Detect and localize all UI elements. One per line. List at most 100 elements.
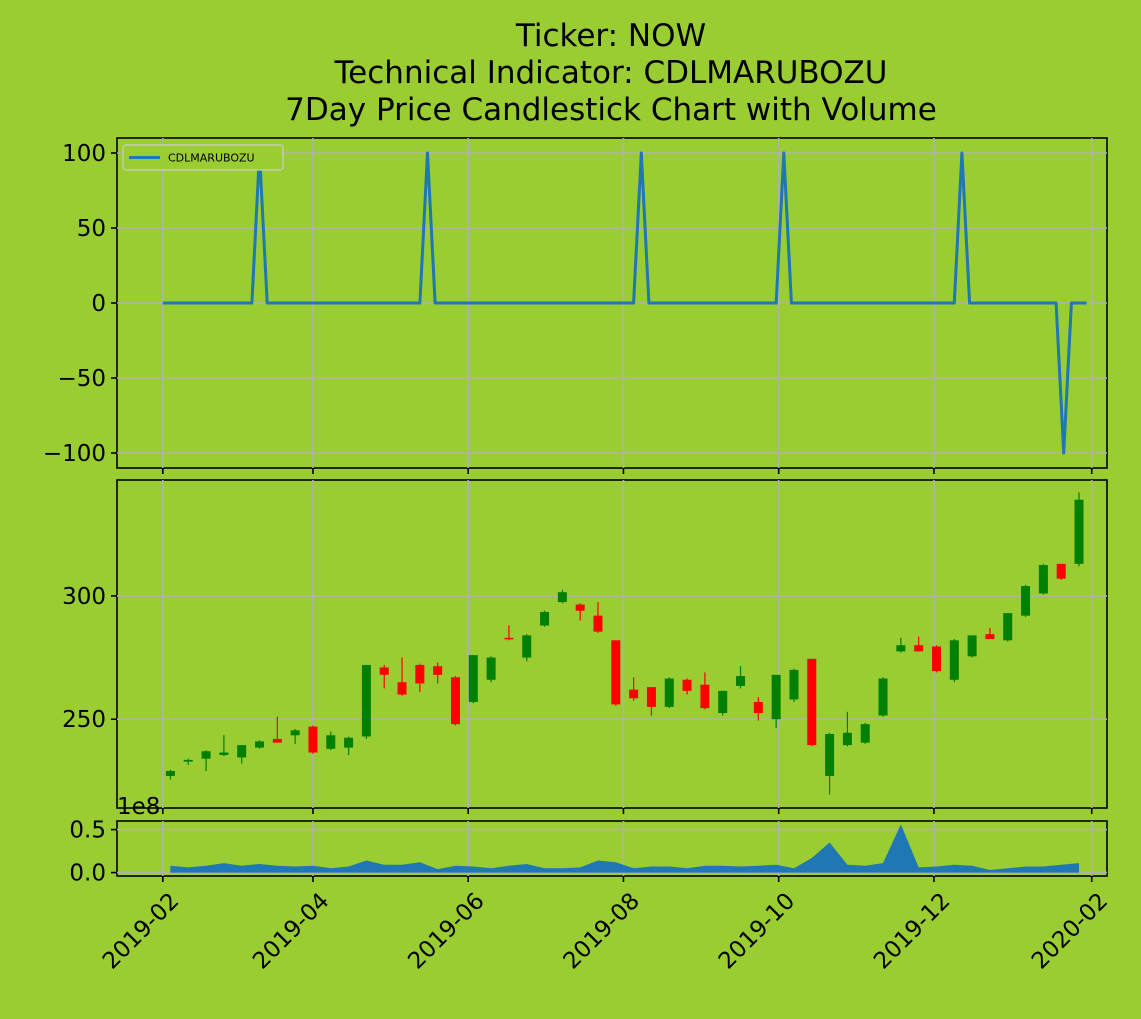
- chart-title-line-3: 7Day Price Candlestick Chart with Volume: [285, 92, 937, 128]
- candle-body: [326, 735, 336, 749]
- candle-down: [807, 658, 817, 747]
- candle-up: [237, 745, 247, 764]
- candle-down: [433, 662, 443, 684]
- candle-body: [789, 669, 799, 700]
- candle-body: [344, 737, 354, 748]
- candle-up: [825, 732, 835, 795]
- candle-down: [700, 672, 710, 710]
- candle-up: [664, 677, 674, 709]
- candle-up: [860, 722, 870, 744]
- candle-down: [504, 625, 514, 641]
- candle-up: [789, 668, 799, 702]
- y-tick-label: 0.5: [69, 818, 106, 844]
- candle-up: [842, 711, 852, 747]
- candle-body: [504, 637, 514, 640]
- candle-up: [255, 740, 265, 749]
- candle-up: [183, 758, 193, 765]
- candle-up: [1003, 613, 1013, 642]
- candle-body: [771, 674, 781, 720]
- candle-up: [540, 610, 550, 627]
- candle-up: [468, 655, 478, 704]
- chart-title: Ticker: NOW Technical Indicator: CDLMARU…: [285, 18, 937, 128]
- candle-up: [219, 735, 229, 757]
- candle-down: [397, 657, 407, 696]
- price-panel: 250 300: [62, 479, 1108, 814]
- candle-body: [753, 701, 763, 714]
- candle-down: [646, 687, 656, 716]
- candle-body: [450, 677, 460, 725]
- y-tick-label: 0.0: [69, 861, 106, 887]
- candle-body: [896, 645, 906, 652]
- candle-body: [718, 690, 728, 714]
- y-tick-label: 300: [62, 584, 106, 610]
- candle-up: [949, 639, 959, 683]
- volume-plot-area: [170, 824, 1079, 873]
- candle-body: [272, 738, 282, 743]
- candle-body: [361, 664, 371, 737]
- candle-body: [682, 679, 692, 691]
- candle-up: [1021, 584, 1031, 617]
- legend-label: CDLMARUBOZU: [168, 152, 255, 165]
- candle-body: [611, 640, 621, 705]
- volume-offset-label: 1e8: [117, 794, 160, 820]
- candle-down: [593, 602, 603, 633]
- y-tick-label: 0: [91, 291, 106, 317]
- candle-body: [1056, 563, 1066, 579]
- price-x-ticks: [162, 808, 1093, 814]
- legend-box: [122, 144, 284, 171]
- candle-down: [914, 636, 924, 652]
- candle-up: [361, 664, 371, 739]
- candle-body: [931, 646, 941, 672]
- candle-up: [1074, 492, 1084, 567]
- y-tick-label: −100: [43, 441, 106, 467]
- candle-body: [575, 604, 585, 611]
- candle-down: [985, 627, 995, 640]
- candle-body: [949, 640, 959, 680]
- candle-body: [736, 676, 746, 686]
- candle-up: [557, 589, 567, 604]
- candle-down: [575, 603, 585, 621]
- candle-up: [290, 729, 300, 744]
- y-tick-label: 100: [62, 141, 106, 167]
- candle-body: [1074, 499, 1084, 564]
- candle-body: [397, 682, 407, 695]
- chart-title-line-1: Ticker: NOW: [515, 18, 706, 54]
- candle-body: [308, 726, 318, 753]
- candle-up: [326, 731, 336, 751]
- indicator-x-ticks: [162, 468, 1093, 474]
- candle-body: [415, 664, 425, 684]
- indicator-plot-area: [162, 151, 1087, 455]
- candle-body: [967, 635, 977, 657]
- volume-y-axis: 0.5 0.0: [69, 818, 117, 887]
- candle-up: [1038, 563, 1048, 595]
- price-y-axis: 250 300: [62, 584, 117, 733]
- candle-down: [629, 677, 639, 701]
- indicator-legend: CDLMARUBOZU: [122, 144, 284, 171]
- candle-down: [682, 678, 692, 695]
- candle-up: [522, 634, 532, 662]
- candle-up: [736, 666, 746, 689]
- candle-body: [290, 730, 300, 736]
- candle-up: [486, 656, 496, 683]
- candle-down: [379, 664, 389, 689]
- candle-body: [1021, 586, 1031, 616]
- candle-body: [433, 666, 443, 675]
- candle-body: [183, 759, 193, 762]
- candle-body: [593, 615, 603, 632]
- candle-down: [931, 645, 941, 673]
- chart-title-line-2: Technical Indicator: CDLMARUBOZU: [334, 55, 888, 91]
- candle-down: [1056, 563, 1066, 580]
- candle-body: [825, 734, 835, 776]
- candle-body: [522, 635, 532, 658]
- candle-body: [629, 689, 639, 699]
- candle-body: [165, 771, 175, 776]
- candle-down: [415, 663, 425, 693]
- y-tick-label: 50: [77, 216, 106, 242]
- candle-body: [985, 634, 995, 640]
- candle-up: [344, 736, 354, 755]
- indicator-series-line: [162, 151, 1087, 455]
- candle-down: [272, 716, 282, 743]
- candle-down: [308, 725, 318, 754]
- candle-body: [914, 645, 924, 652]
